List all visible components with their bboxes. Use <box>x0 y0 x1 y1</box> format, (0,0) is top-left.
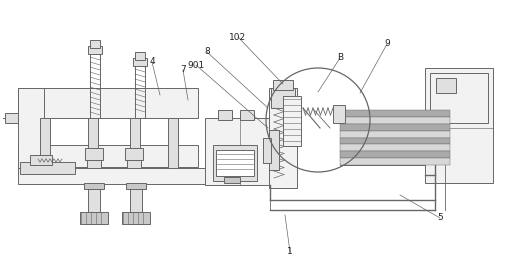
Bar <box>90 52 100 118</box>
Bar <box>271 88 295 108</box>
Bar <box>205 118 275 185</box>
Bar <box>340 158 450 165</box>
Bar <box>273 80 293 90</box>
Bar <box>18 145 198 167</box>
Bar <box>269 88 297 188</box>
Bar <box>340 131 450 138</box>
Bar <box>5 113 18 123</box>
Bar <box>84 183 104 189</box>
Text: 8: 8 <box>204 47 210 57</box>
Bar <box>333 105 345 123</box>
Bar <box>80 212 108 224</box>
Bar <box>269 130 279 170</box>
Bar <box>133 58 147 66</box>
Bar <box>85 148 103 160</box>
Text: 5: 5 <box>437 213 443 222</box>
Text: 4: 4 <box>149 57 155 66</box>
Bar <box>88 46 102 54</box>
Bar <box>125 148 143 160</box>
Bar <box>130 118 140 168</box>
Bar <box>240 110 254 120</box>
Bar <box>122 212 150 224</box>
Bar <box>218 110 232 120</box>
Bar <box>430 73 488 123</box>
Bar <box>20 162 75 174</box>
Bar <box>126 183 146 189</box>
Bar <box>340 151 450 158</box>
Bar <box>18 168 243 184</box>
Bar <box>88 118 98 168</box>
Bar <box>135 52 145 60</box>
Text: 7: 7 <box>180 66 186 74</box>
Bar <box>168 118 178 168</box>
Bar <box>224 177 240 183</box>
Bar <box>88 184 100 212</box>
Bar <box>340 110 450 117</box>
Bar <box>40 118 50 168</box>
Bar <box>87 160 101 178</box>
Bar <box>340 144 450 151</box>
Bar <box>340 110 450 165</box>
Bar <box>340 117 450 124</box>
Bar <box>213 145 257 181</box>
Bar <box>18 88 44 168</box>
Text: 1: 1 <box>287 247 293 256</box>
Bar <box>425 68 493 183</box>
Text: 901: 901 <box>187 61 205 69</box>
Bar <box>340 138 450 144</box>
Bar <box>90 40 100 48</box>
Bar <box>130 184 142 212</box>
Bar <box>135 64 145 118</box>
Bar <box>30 155 52 165</box>
Bar <box>283 96 301 146</box>
Bar <box>436 78 456 93</box>
Bar <box>18 88 198 118</box>
Text: 9: 9 <box>384 40 390 49</box>
Bar <box>340 124 450 131</box>
Text: 102: 102 <box>230 32 246 42</box>
Text: B: B <box>337 54 343 62</box>
Bar <box>216 150 254 176</box>
Bar <box>263 138 271 163</box>
Bar <box>127 160 141 178</box>
